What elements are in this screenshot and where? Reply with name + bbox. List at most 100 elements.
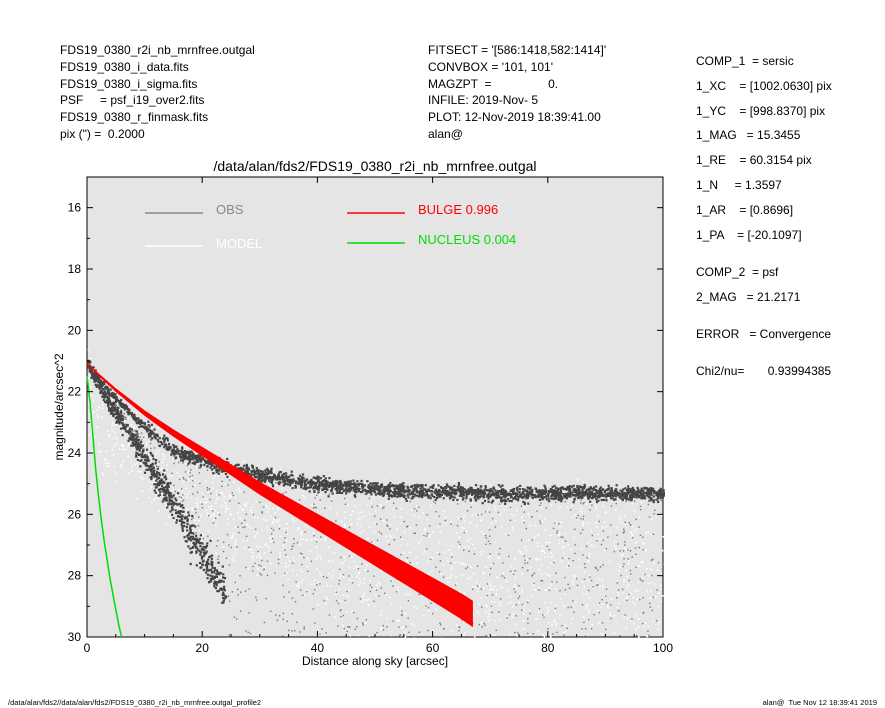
obs-point	[143, 454, 147, 457]
obs-point	[328, 476, 331, 480]
obs-point	[340, 615, 342, 618]
obs-point	[557, 491, 561, 494]
obs-point	[338, 483, 341, 486]
obs-point	[261, 470, 264, 473]
obs-point	[250, 473, 253, 476]
model-point	[661, 549, 664, 552]
model-point	[196, 498, 199, 501]
obs-point	[595, 500, 599, 503]
obs-point	[191, 524, 194, 527]
model-point	[97, 416, 99, 418]
obs-point	[486, 489, 490, 492]
model-point	[521, 590, 523, 593]
model-point	[621, 592, 624, 594]
model-point	[247, 567, 250, 570]
model-point	[515, 623, 517, 626]
obs-point	[172, 446, 176, 449]
model-point	[423, 550, 426, 553]
obs-point	[639, 534, 642, 536]
model-point	[458, 545, 460, 548]
obs-point	[121, 423, 125, 427]
obs-point	[340, 487, 343, 490]
obs-point	[319, 633, 321, 635]
obs-point	[607, 488, 610, 491]
obs-point	[635, 553, 637, 556]
model-point	[312, 531, 315, 534]
model-point	[626, 586, 628, 589]
obs-point	[639, 598, 641, 601]
obs-point	[416, 489, 419, 493]
obs-point	[602, 539, 604, 542]
obs-point	[554, 607, 557, 610]
obs-point	[652, 498, 655, 502]
model-point	[494, 619, 496, 622]
model-point	[135, 412, 138, 414]
model-point	[546, 607, 549, 609]
obs-point	[253, 475, 257, 479]
obs-point	[661, 568, 663, 570]
model-point	[439, 531, 442, 533]
obs-point	[324, 483, 327, 486]
obs-point	[559, 491, 562, 494]
obs-point	[406, 557, 409, 559]
obs-point	[548, 489, 551, 493]
obs-point	[166, 506, 169, 509]
model-point	[132, 427, 135, 430]
obs-point	[295, 581, 297, 583]
model-point	[580, 507, 583, 509]
model-point	[608, 497, 610, 499]
model-point	[660, 588, 662, 591]
model-point	[268, 546, 271, 549]
obs-point	[220, 588, 223, 591]
obs-point	[392, 620, 394, 622]
model-point	[234, 496, 237, 499]
obs-point	[594, 566, 597, 569]
obs-point	[142, 461, 145, 464]
model-point	[493, 562, 496, 565]
model-point	[225, 459, 228, 462]
model-point	[558, 532, 561, 535]
obs-point	[118, 400, 121, 404]
obs-point	[527, 502, 530, 505]
obs-point	[575, 517, 578, 519]
obs-point	[647, 503, 650, 506]
obs-point	[303, 556, 305, 559]
obs-point	[383, 506, 385, 508]
obs-point	[179, 504, 182, 508]
obs-point	[259, 472, 262, 475]
obs-point	[150, 423, 153, 426]
obs-point	[403, 520, 405, 523]
obs-point	[652, 495, 655, 498]
model-point	[620, 554, 622, 557]
obs-point	[349, 480, 352, 483]
model-point	[370, 501, 373, 504]
model-point	[509, 488, 511, 491]
obs-point	[257, 470, 260, 474]
obs-point	[237, 588, 239, 591]
obs-point	[228, 564, 231, 566]
model-point	[227, 518, 229, 521]
obs-point	[196, 541, 199, 544]
obs-point	[257, 479, 260, 482]
obs-point	[252, 470, 255, 473]
model-point	[136, 461, 139, 464]
model-point	[90, 428, 93, 431]
obs-point	[146, 430, 149, 433]
obs-point	[490, 488, 493, 491]
model-point	[164, 471, 166, 474]
model-point	[139, 471, 142, 473]
obs-point	[92, 371, 94, 373]
model-point	[629, 531, 632, 533]
obs-point	[515, 494, 518, 497]
model-point	[171, 489, 173, 492]
model-point	[523, 604, 526, 607]
obs-point	[414, 486, 417, 489]
model-point	[194, 485, 196, 487]
obs-point	[493, 562, 495, 565]
model-point	[462, 527, 465, 529]
model-point	[180, 478, 183, 480]
obs-point	[262, 479, 265, 482]
obs-point	[189, 524, 192, 527]
model-point	[558, 534, 560, 536]
